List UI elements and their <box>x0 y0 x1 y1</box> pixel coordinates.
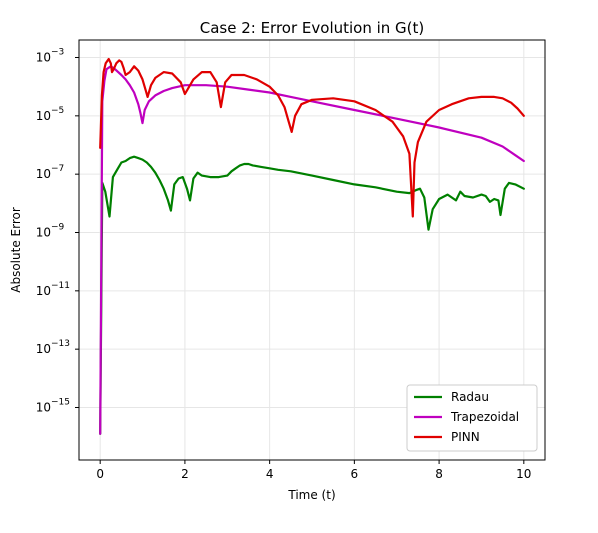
x-tick-label: 0 <box>96 467 104 481</box>
y-axis-label: Absolute Error <box>9 207 23 293</box>
x-tick-label: 2 <box>181 467 189 481</box>
series-line-radau <box>99 155 525 435</box>
x-axis-ticks: 0 2 4 6 8 10 <box>96 460 531 481</box>
x-tick-label: 6 <box>351 467 359 481</box>
plot-frame <box>78 39 546 461</box>
y-tick-label: 10 <box>36 167 51 181</box>
series-line-pinn <box>99 57 525 218</box>
legend-label-trapezoidal: Trapezoidal <box>450 410 519 424</box>
y-tick-exponent: −13 <box>51 339 70 349</box>
y-tick-exponent: −11 <box>51 281 70 291</box>
legend-label-pinn: PINN <box>451 430 480 444</box>
legend: Radau Trapezoidal PINN <box>406 384 538 452</box>
x-tick-label: 8 <box>435 467 443 481</box>
y-tick-exponent: −9 <box>51 223 65 233</box>
series-line-trapezoidal <box>99 65 525 435</box>
x-axis-label: Time (t) <box>287 488 335 502</box>
series-lines <box>99 57 525 435</box>
y-tick-label: 10 <box>36 51 51 65</box>
y-tick-label: 10 <box>36 226 51 240</box>
legend-label-radau: Radau <box>451 390 489 404</box>
x-tick-label: 10 <box>516 467 531 481</box>
y-tick-label: 10 <box>36 401 51 415</box>
y-tick-label: 10 <box>36 284 51 298</box>
y-tick-label: 10 <box>36 109 51 123</box>
y-tick-exponent: −3 <box>51 48 64 58</box>
y-tick-exponent: −7 <box>51 164 64 174</box>
y-tick-label: 10 <box>36 342 51 356</box>
legend-box <box>406 384 538 452</box>
chart-title: Case 2: Error Evolution in G(t) <box>200 19 425 37</box>
y-tick-exponent: −5 <box>51 106 64 116</box>
x-tick-label: 4 <box>266 467 274 481</box>
y-tick-exponent: −15 <box>51 398 70 408</box>
